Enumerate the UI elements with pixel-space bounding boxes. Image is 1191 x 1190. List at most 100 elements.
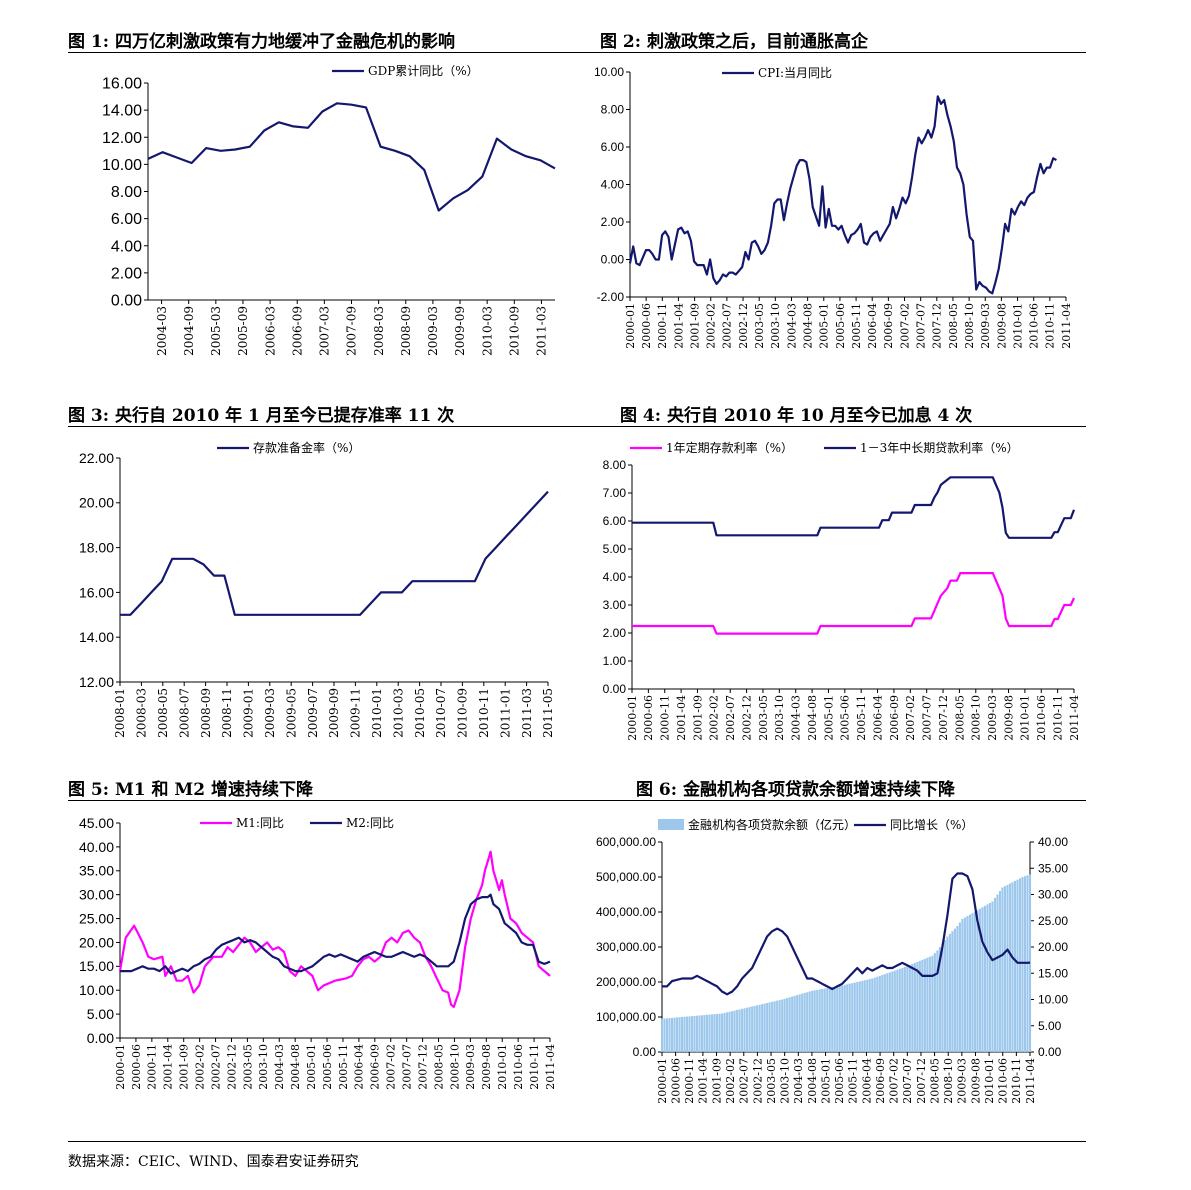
y-tick-label: 0.00	[111, 293, 142, 310]
x-tick-label: 2008-07	[177, 688, 191, 738]
x-tick-label: 2002-07	[738, 1058, 751, 1104]
bar	[718, 1013, 721, 1052]
bar	[1006, 884, 1009, 1052]
x-tick-label: 2010-03	[480, 306, 494, 356]
bar	[953, 928, 956, 1052]
x-tick-label: 2010-07	[434, 688, 448, 738]
bar	[741, 1008, 744, 1052]
bar	[763, 1003, 766, 1052]
bar	[941, 943, 944, 1052]
y-tick-label: -2.00	[597, 290, 625, 304]
bar	[726, 1012, 729, 1052]
bar	[991, 901, 994, 1052]
x-tick-label: 2010-11	[1010, 1058, 1023, 1104]
y-tick-label: 16.00	[79, 584, 114, 600]
x-tick-label: 2002-02	[724, 1058, 737, 1104]
x-tick-label: 2005-06	[839, 695, 852, 741]
x-tick-label: 2006-04	[353, 1044, 366, 1090]
bar	[933, 953, 936, 1052]
series-line	[118, 850, 551, 1008]
x-tick-label: 2003-05	[241, 1044, 254, 1090]
chart-4-svg: 8.007.006.005.004.003.002.001.000.002000…	[603, 440, 1081, 741]
x-tick-label: 2000-01	[656, 1058, 669, 1104]
y-tick-label: 35.00	[79, 863, 114, 879]
chart-4: 8.00 7.00 6.00 5.00 4.00 3.00 2.00 1.00 0.00 2000…	[590, 430, 1086, 760]
chart-3: 22.00 20.00 18.00 16.00 14.00 12.00 2008-01 200…	[68, 430, 583, 760]
x-tick-label: 2005-11	[847, 1058, 860, 1104]
x-tick-label: 2010-11	[1051, 695, 1064, 741]
bar	[861, 980, 864, 1052]
source-note: 数据来源：CEIC、WIND、国泰君安证券研究	[68, 1154, 359, 1170]
x-tick-label: 2003-10	[769, 303, 782, 349]
bar	[963, 917, 966, 1052]
x-tick-label: 2000-01	[626, 695, 639, 741]
x-tick-label: 2010-05	[413, 688, 427, 738]
bar	[788, 997, 791, 1052]
bar	[946, 936, 949, 1052]
x-tick-label: 2004-03	[273, 1044, 286, 1090]
bar	[926, 957, 929, 1052]
y-tick-label: 4.00	[603, 570, 627, 584]
bar	[956, 926, 959, 1052]
bar	[951, 931, 954, 1052]
figure-5-6-divider	[68, 800, 1086, 801]
bar	[828, 987, 831, 1052]
x-tick-label: 2008-10	[963, 303, 976, 349]
y-tick-label: 20.00	[79, 495, 114, 511]
bar	[743, 1008, 746, 1052]
series-line	[632, 476, 1076, 539]
bar	[916, 961, 919, 1052]
x-tick-label: 2001-04	[697, 1058, 710, 1104]
x-tick-label: 2004-08	[806, 1058, 819, 1104]
bar	[876, 976, 879, 1052]
x-tick-label: 2005-11	[337, 1044, 350, 1090]
bar	[751, 1006, 754, 1052]
x-tick-label: 2002-07	[209, 1044, 222, 1090]
y-tick-label: 0.00	[633, 1045, 657, 1059]
y-right-tick-label: 40.00	[1038, 835, 1068, 849]
x-tick-label: 2007-12	[915, 1058, 928, 1104]
bar	[678, 1017, 681, 1052]
x-tick-label: 2010-06	[1028, 303, 1041, 349]
bar	[901, 968, 904, 1052]
y-tick-label: 4.00	[111, 238, 142, 255]
figure-1-title: 图 1: 四万亿刺激政策有力地缓冲了金融危机的影响	[68, 32, 455, 52]
series-line	[147, 102, 556, 212]
bar	[931, 955, 934, 1052]
x-tick-label: 2005-06	[834, 303, 847, 349]
bar	[971, 913, 974, 1052]
bar	[778, 1000, 781, 1052]
y-tick-label: 12.00	[102, 130, 142, 147]
y-tick-label: 500,000.00	[596, 870, 656, 884]
bar	[846, 984, 849, 1052]
bar	[816, 989, 819, 1052]
bar	[858, 981, 861, 1052]
legend-label: 1年定期存款利率（%）	[666, 440, 793, 455]
x-tick-label: 2002-02	[705, 303, 718, 349]
bar	[1008, 883, 1012, 1052]
y-tick-label: 2.00	[111, 265, 142, 282]
x-tick-label: 2004-08	[806, 695, 819, 741]
x-tick-label: 2004-09	[182, 306, 196, 356]
x-tick-label: 2007-07	[901, 1058, 914, 1104]
x-tick-label: 2008-09	[199, 688, 213, 738]
x-tick-label: 2010-01	[1019, 695, 1032, 741]
bar	[685, 1016, 689, 1052]
y-tick-label: 6.00	[601, 140, 625, 154]
y-right-tick-label: 0.00	[1038, 1045, 1062, 1059]
y-right-tick-label: 20.00	[1038, 940, 1068, 954]
x-tick-label: 2010-01	[496, 1044, 509, 1090]
x-tick-label: 2010-09	[508, 306, 522, 356]
x-tick-label: 2009-03	[464, 1044, 477, 1090]
x-tick-label: 2010-06	[512, 1044, 525, 1090]
x-tick-label: 2011-04	[1024, 1058, 1037, 1104]
x-tick-label: 2002-07	[724, 695, 737, 741]
bar	[836, 986, 839, 1052]
x-tick-label: 2010-06	[1035, 695, 1048, 741]
x-tick-label: 2006-09	[290, 306, 304, 356]
y-tick-label: 3.00	[603, 598, 627, 612]
x-tick-label: 2001-04	[672, 303, 685, 349]
bar	[973, 911, 976, 1052]
x-tick-label: 2006-04	[860, 1058, 873, 1104]
y-tick-label: 18.00	[79, 540, 114, 556]
